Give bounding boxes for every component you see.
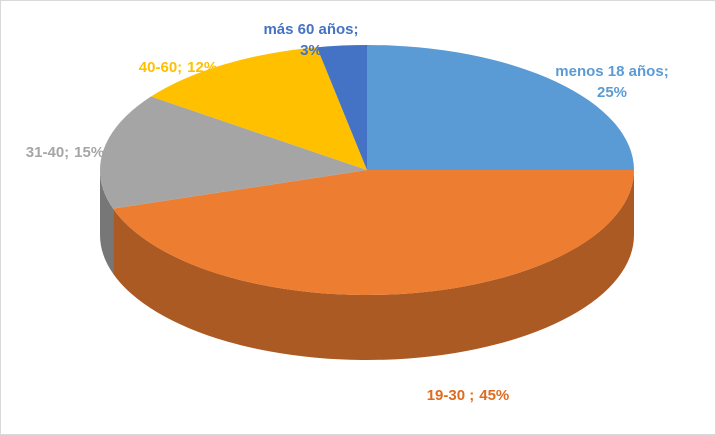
label-value: 45% (479, 387, 509, 404)
label-value: 25% (597, 84, 627, 101)
data-label: 19-30 ; 45% (427, 387, 510, 404)
label-value: 15% (74, 144, 104, 161)
data-label: menos 18 años; 25% (555, 63, 668, 101)
data-label: 40-60; 12% (139, 59, 217, 76)
slice-side (113, 170, 634, 360)
label-separator: ; (664, 63, 669, 80)
label-separator: ; (177, 59, 182, 76)
slice (367, 45, 634, 170)
slice (150, 47, 367, 170)
slice (113, 170, 634, 295)
label-value: 12% (187, 59, 217, 76)
label-category: 19-30 (427, 387, 470, 404)
data-label: más 60 años; 3% (263, 21, 358, 59)
label-separator: ; (64, 144, 69, 161)
slice (100, 96, 367, 209)
label-category: menos 18 años (555, 63, 663, 80)
label-value: 3% (300, 42, 322, 59)
label-separator: ; (469, 387, 474, 404)
slice-side (100, 170, 114, 274)
label-category: más 60 años (263, 21, 353, 38)
label-separator: ; (354, 21, 359, 38)
slice (316, 45, 367, 170)
label-category: 31-40 (26, 144, 64, 161)
label-category: 40-60 (139, 59, 177, 76)
data-label: 31-40; 15% (26, 144, 104, 161)
